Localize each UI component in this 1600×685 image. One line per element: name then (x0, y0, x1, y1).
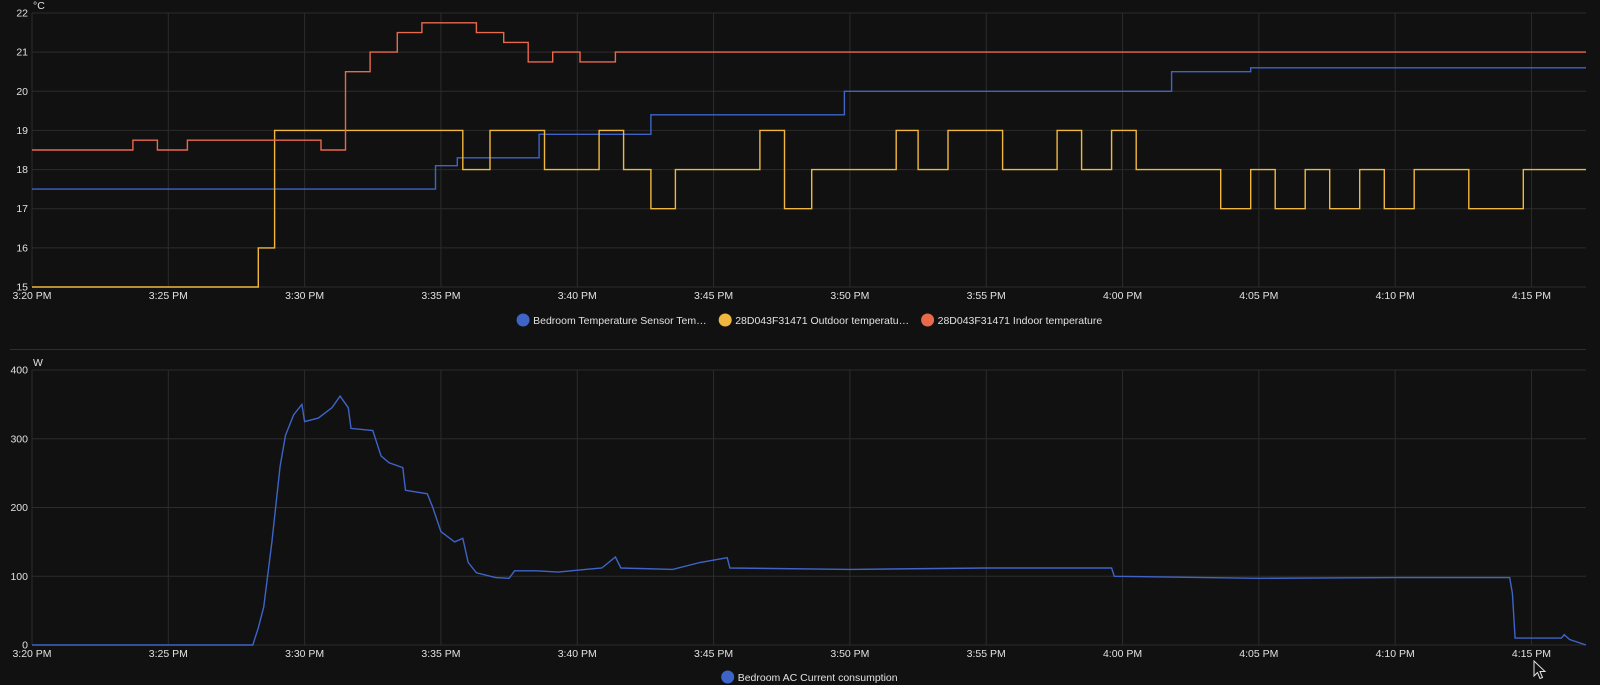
y-tick-label: 0 (22, 640, 28, 652)
y-tick-label: 21 (16, 47, 28, 59)
legend-label: 28D043F31471 Outdoor temperatu… (735, 315, 909, 327)
x-tick-label: 3:50 PM (830, 290, 869, 302)
chart-divider (10, 349, 1586, 350)
series-line (32, 22, 1586, 151)
legend-item[interactable]: Bedroom AC Current consumption (721, 670, 898, 685)
x-tick-label: 4:00 PM (1103, 290, 1142, 302)
series-line (32, 129, 1586, 288)
x-tick-label: 3:20 PM (12, 290, 51, 302)
x-tick-label: 3:40 PM (558, 290, 597, 302)
legend-label: 28D043F31471 Indoor temperature (938, 315, 1103, 327)
legend-item[interactable]: 28D043F31471 Outdoor temperatu… (718, 313, 909, 328)
legend-label: Bedroom AC Current consumption (738, 672, 898, 684)
x-tick-label: 3:55 PM (967, 290, 1006, 302)
x-tick-label: 4:00 PM (1103, 648, 1142, 660)
temperature-chart: 15 16 17 18 19 20 21 22 °C 3:20 PM 3:25 PM 3:30 PM 3… (12, 0, 1586, 328)
y-tick-label: 17 (16, 203, 28, 215)
x-tick-label: 3:30 PM (285, 290, 324, 302)
x-tick-label: 3:35 PM (421, 290, 460, 302)
y-tick-label: 20 (16, 86, 28, 98)
y-unit-label: W (33, 357, 43, 369)
y-unit-label: °C (33, 0, 45, 12)
x-tick-label: 3:30 PM (285, 648, 324, 660)
y-tick-label: 100 (10, 571, 28, 583)
x-tick-label: 4:05 PM (1239, 290, 1278, 302)
x-tick-label: 3:25 PM (149, 648, 188, 660)
y-tick-label: 19 (16, 125, 28, 137)
legend-label: Bedroom Temperature Sensor Tem… (533, 315, 707, 327)
y-tick-label: 18 (16, 164, 28, 176)
x-tick-label: 3:45 PM (694, 648, 733, 660)
x-tick-label: 3:50 PM (830, 648, 869, 660)
y-tick-label: 22 (16, 8, 28, 20)
legend-item[interactable]: Bedroom Temperature Sensor Tem… (516, 313, 707, 328)
x-tick-label: 4:10 PM (1376, 290, 1415, 302)
legend-swatch (721, 670, 735, 684)
x-tick-label: 4:15 PM (1512, 290, 1551, 302)
x-tick-label: 3:45 PM (694, 290, 733, 302)
series-line (32, 394, 1587, 646)
legend-swatch (718, 313, 732, 327)
legend-item[interactable]: 28D043F31471 Indoor temperature (921, 313, 1103, 328)
y-tick-label: 300 (10, 433, 28, 445)
x-tick-label: 3:25 PM (149, 290, 188, 302)
x-tick-label: 4:10 PM (1376, 648, 1415, 660)
y-tick-label: 200 (10, 502, 28, 514)
y-tick-label: 15 (16, 282, 28, 294)
legend-swatch (921, 313, 935, 327)
x-tick-label: 4:05 PM (1239, 648, 1278, 660)
y-tick-label: 16 (16, 242, 28, 254)
x-tick-label: 3:55 PM (967, 648, 1006, 660)
legend: Bedroom AC Current consumption (721, 670, 898, 685)
x-tick-label: 4:15 PM (1512, 648, 1551, 660)
y-tick-label: 400 (10, 365, 28, 377)
legend: Bedroom Temperature Sensor Tem… 28D043F31… (516, 313, 1103, 328)
x-tick-label: 3:20 PM (12, 648, 51, 660)
x-tick-label: 3:35 PM (421, 648, 460, 660)
mouse-cursor-icon (1533, 660, 1547, 680)
legend-swatch (516, 313, 530, 327)
series-line (32, 67, 1586, 190)
x-tick-label: 3:40 PM (558, 648, 597, 660)
power-chart: 0 100 200 300 400 W 3:20 PM 3:25 PM 3:30 PM 3:35 … (10, 357, 1587, 685)
